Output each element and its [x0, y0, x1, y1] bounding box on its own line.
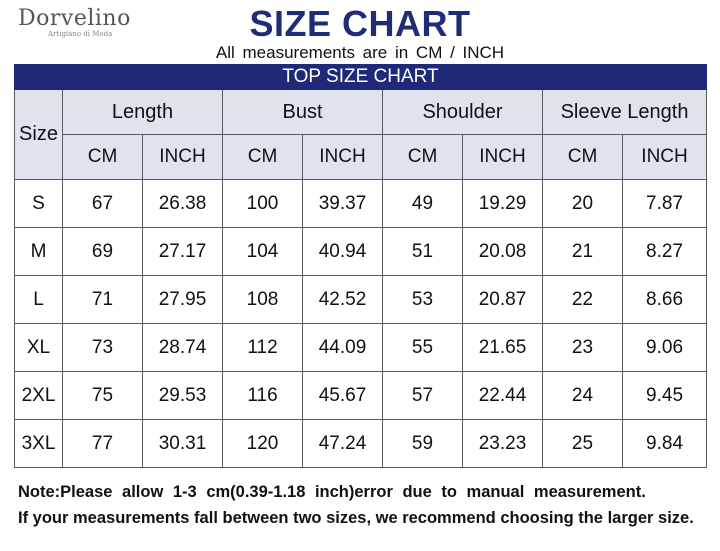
table-cell: 112 — [222, 323, 303, 372]
table-cell: 21.65 — [462, 323, 543, 372]
table-cell: 22 — [542, 275, 623, 324]
table-cell: 71 — [62, 275, 143, 324]
group-header-shoulder: Shoulder — [382, 89, 543, 135]
brand-logo: Dorvelino Artigiano di Moda — [18, 6, 148, 52]
group-header-row: Size Length Bust Shoulder Sleeve Length — [14, 89, 708, 180]
unit-header-inch: INCH — [142, 134, 223, 180]
table-cell: 7.87 — [621, 179, 708, 228]
table-row: 2XL 75 29.53 116 45.67 57 22.44 24 9.45 — [14, 371, 708, 420]
table-row: S 67 26.38 100 39.37 49 19.29 20 7.87 — [14, 179, 708, 228]
size-label: S — [14, 179, 63, 228]
table-row: L 71 27.95 108 42.52 53 20.87 22 8.66 — [14, 275, 708, 324]
table-cell: 51 — [382, 227, 463, 276]
table-cell: 69 — [62, 227, 143, 276]
size-chart-table: TOP SIZE CHART Size Length Bust Shoulder… — [13, 64, 708, 468]
table-cell: 42.52 — [302, 275, 383, 324]
table-cell: 27.95 — [142, 275, 223, 324]
brand-name: Dorvelino — [18, 6, 131, 31]
table-cell: 19.29 — [462, 179, 543, 228]
table-cell: 26.38 — [142, 179, 223, 228]
page-subtitle: All measurements are in CM / INCH — [215, 43, 505, 62]
table-cell: 8.27 — [621, 227, 708, 276]
table-cell: 20.08 — [462, 227, 543, 276]
table-cell: 45.67 — [302, 371, 383, 420]
unit-header-cm: CM — [62, 134, 143, 180]
table-banner: TOP SIZE CHART — [13, 64, 708, 90]
table-cell: 67 — [62, 179, 143, 228]
table-cell: 40.94 — [302, 227, 383, 276]
table-cell: 39.37 — [302, 179, 383, 228]
note-block: Note:Please allow 1-3 cm(0.39-1.18 inch)… — [18, 479, 708, 531]
table-cell: 27.17 — [142, 227, 223, 276]
unit-header-inch: INCH — [621, 134, 708, 180]
table-cell: 100 — [222, 179, 303, 228]
unit-header-row: CM INCH CM INCH CM INCH CM INCH — [15, 134, 708, 180]
unit-header-inch: INCH — [302, 134, 383, 180]
table-cell: 104 — [222, 227, 303, 276]
note-line-2: If your measurements fall between two si… — [18, 509, 694, 527]
table-cell: 116 — [222, 371, 303, 420]
size-label: 2XL — [14, 371, 63, 420]
size-label: M — [14, 227, 63, 276]
table-banner-row: TOP SIZE CHART — [13, 64, 708, 90]
table-cell: 59 — [382, 419, 463, 468]
table-cell: 9.06 — [621, 323, 708, 372]
unit-header-cm: CM — [222, 134, 303, 180]
table-cell: 23 — [542, 323, 623, 372]
table-cell: 30.31 — [142, 419, 223, 468]
table-cell: 29.53 — [142, 371, 223, 420]
table-cell: 73 — [62, 323, 143, 372]
table-cell: 44.09 — [302, 323, 383, 372]
size-label: L — [14, 275, 63, 324]
table-cell: 25 — [542, 419, 623, 468]
table-cell: 22.44 — [462, 371, 543, 420]
table-cell: 21 — [542, 227, 623, 276]
table-cell: 20 — [542, 179, 623, 228]
group-header-sleeve-length: Sleeve Length — [541, 89, 708, 135]
page-title: SIZE CHART — [249, 3, 471, 44]
group-header-length: Length — [62, 89, 223, 135]
table-row: M 69 27.17 104 40.94 51 20.08 21 8.27 — [14, 227, 708, 276]
table-cell: 57 — [382, 371, 463, 420]
group-header-bust: Bust — [222, 89, 383, 135]
table-cell: 23.23 — [462, 419, 543, 468]
size-label: 3XL — [14, 419, 63, 468]
unit-header-inch: INCH — [462, 134, 543, 180]
note-line-1: Note:Please allow 1-3 cm(0.39-1.18 inch)… — [18, 483, 646, 501]
unit-header-cm: CM — [542, 134, 623, 180]
table-cell: 77 — [62, 419, 143, 468]
unit-header-cm: CM — [382, 134, 463, 180]
table-cell: 108 — [222, 275, 303, 324]
size-label: XL — [14, 323, 63, 372]
table-cell: 55 — [382, 323, 463, 372]
table-row: 3XL 77 30.31 120 47.24 59 23.23 25 9.84 — [14, 419, 708, 468]
table-cell: 49 — [382, 179, 463, 228]
table-cell: 9.45 — [621, 371, 708, 420]
size-header: Size — [14, 89, 63, 180]
table-cell: 47.24 — [302, 419, 383, 468]
table-cell: 24 — [542, 371, 623, 420]
table-cell: 28.74 — [142, 323, 223, 372]
table-cell: 53 — [382, 275, 463, 324]
table-cell: 20.87 — [462, 275, 543, 324]
table-cell: 120 — [222, 419, 303, 468]
table-cell: 8.66 — [621, 275, 708, 324]
table-cell: 75 — [62, 371, 143, 420]
table-cell: 9.84 — [621, 419, 708, 468]
brand-tagline: Artigiano di Moda — [48, 30, 113, 38]
table-row: XL 73 28.74 112 44.09 55 21.65 23 9.06 — [14, 323, 708, 372]
